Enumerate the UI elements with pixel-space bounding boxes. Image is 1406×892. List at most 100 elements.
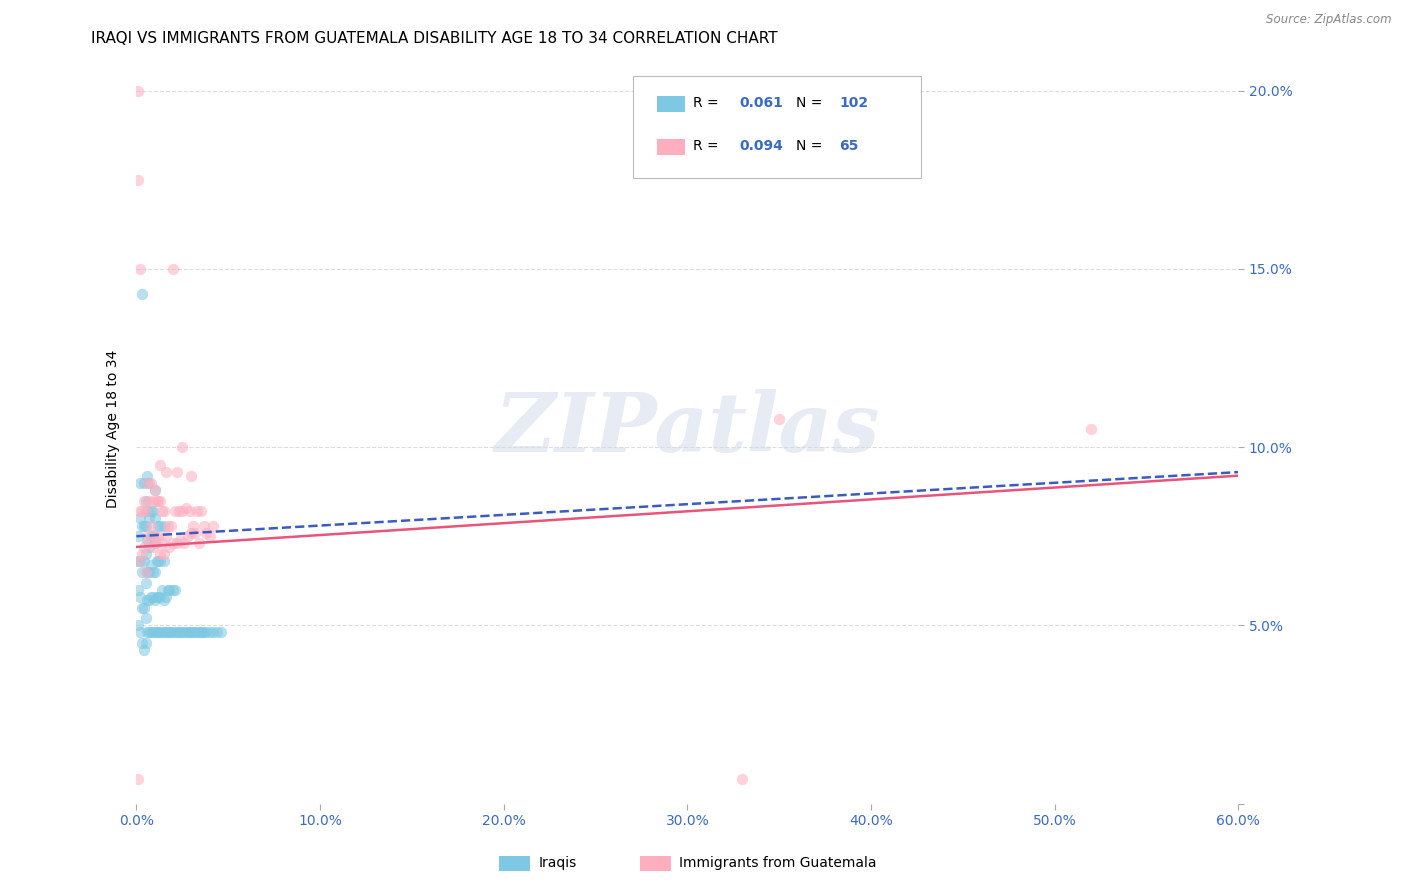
Point bbox=[129, 554, 152, 568]
Point bbox=[132, 643, 155, 657]
Text: 65: 65 bbox=[839, 139, 859, 153]
Point bbox=[136, 468, 159, 483]
Point bbox=[135, 611, 157, 625]
Point bbox=[143, 511, 166, 525]
Point bbox=[135, 547, 157, 561]
Point bbox=[179, 625, 201, 640]
Point bbox=[127, 582, 149, 597]
Point bbox=[136, 533, 159, 547]
Text: 0.094: 0.094 bbox=[740, 139, 783, 153]
Point bbox=[139, 504, 162, 518]
Point bbox=[180, 468, 202, 483]
Point bbox=[149, 547, 172, 561]
Point bbox=[153, 504, 176, 518]
Point bbox=[156, 582, 179, 597]
Point bbox=[190, 504, 212, 518]
Point bbox=[129, 262, 152, 277]
Point bbox=[131, 636, 153, 650]
Point bbox=[202, 518, 225, 533]
Point bbox=[166, 465, 188, 479]
Point bbox=[132, 540, 155, 554]
Point bbox=[163, 582, 186, 597]
Text: N =: N = bbox=[796, 139, 827, 153]
Point bbox=[138, 536, 160, 550]
Point bbox=[142, 493, 165, 508]
Point bbox=[142, 590, 165, 604]
Point bbox=[139, 625, 162, 640]
Point bbox=[155, 465, 177, 479]
Point bbox=[150, 582, 173, 597]
Point bbox=[142, 540, 165, 554]
Point bbox=[157, 540, 180, 554]
Point bbox=[167, 504, 190, 518]
Point bbox=[155, 625, 177, 640]
Point bbox=[138, 593, 160, 607]
Point bbox=[177, 625, 200, 640]
Point bbox=[149, 590, 172, 604]
Point bbox=[136, 504, 159, 518]
Point bbox=[157, 582, 180, 597]
Point bbox=[142, 625, 165, 640]
Point bbox=[177, 529, 200, 543]
Point bbox=[142, 565, 165, 579]
Point bbox=[148, 554, 170, 568]
Point bbox=[169, 625, 191, 640]
Point bbox=[148, 518, 170, 533]
Point bbox=[179, 504, 201, 518]
Point bbox=[127, 618, 149, 632]
Point bbox=[193, 518, 215, 533]
Point bbox=[143, 483, 166, 497]
Point bbox=[127, 772, 149, 786]
Point bbox=[180, 625, 202, 640]
Point bbox=[172, 504, 194, 518]
Point bbox=[191, 625, 214, 640]
Point bbox=[142, 504, 165, 518]
Point bbox=[132, 554, 155, 568]
Point bbox=[768, 411, 790, 425]
Point bbox=[131, 600, 153, 615]
Point bbox=[143, 529, 166, 543]
Point bbox=[160, 625, 183, 640]
Point bbox=[127, 173, 149, 187]
Point bbox=[148, 493, 170, 508]
Point bbox=[184, 525, 207, 540]
Point bbox=[143, 483, 166, 497]
Point bbox=[138, 511, 160, 525]
Point bbox=[163, 625, 186, 640]
Point bbox=[153, 547, 176, 561]
Point bbox=[198, 529, 221, 543]
Point bbox=[169, 533, 191, 547]
Point bbox=[149, 518, 172, 533]
Point bbox=[187, 536, 209, 550]
Point bbox=[132, 475, 155, 490]
Point bbox=[138, 565, 160, 579]
Text: N =: N = bbox=[796, 96, 827, 111]
Point bbox=[145, 493, 167, 508]
Point bbox=[139, 529, 162, 543]
Text: Source: ZipAtlas.com: Source: ZipAtlas.com bbox=[1267, 13, 1392, 27]
Point bbox=[173, 625, 195, 640]
Point bbox=[148, 529, 170, 543]
Point bbox=[155, 590, 177, 604]
Point bbox=[135, 565, 157, 579]
Point bbox=[202, 625, 225, 640]
Text: Iraqis: Iraqis bbox=[538, 856, 576, 871]
Point bbox=[173, 536, 195, 550]
Text: IRAQI VS IMMIGRANTS FROM GUATEMALA DISABILITY AGE 18 TO 34 CORRELATION CHART: IRAQI VS IMMIGRANTS FROM GUATEMALA DISAB… bbox=[91, 31, 778, 46]
Point bbox=[209, 625, 232, 640]
Point bbox=[150, 504, 173, 518]
Point bbox=[136, 565, 159, 579]
Point bbox=[127, 84, 149, 98]
Point bbox=[150, 625, 173, 640]
Text: 0.061: 0.061 bbox=[740, 96, 783, 111]
Y-axis label: Disability Age 18 to 34: Disability Age 18 to 34 bbox=[107, 351, 121, 508]
Point bbox=[131, 518, 153, 533]
Point bbox=[156, 625, 179, 640]
Point bbox=[150, 536, 173, 550]
Point bbox=[135, 518, 157, 533]
Point bbox=[193, 625, 215, 640]
Point bbox=[139, 518, 162, 533]
Point bbox=[142, 529, 165, 543]
Text: 102: 102 bbox=[839, 96, 869, 111]
Point bbox=[153, 625, 176, 640]
